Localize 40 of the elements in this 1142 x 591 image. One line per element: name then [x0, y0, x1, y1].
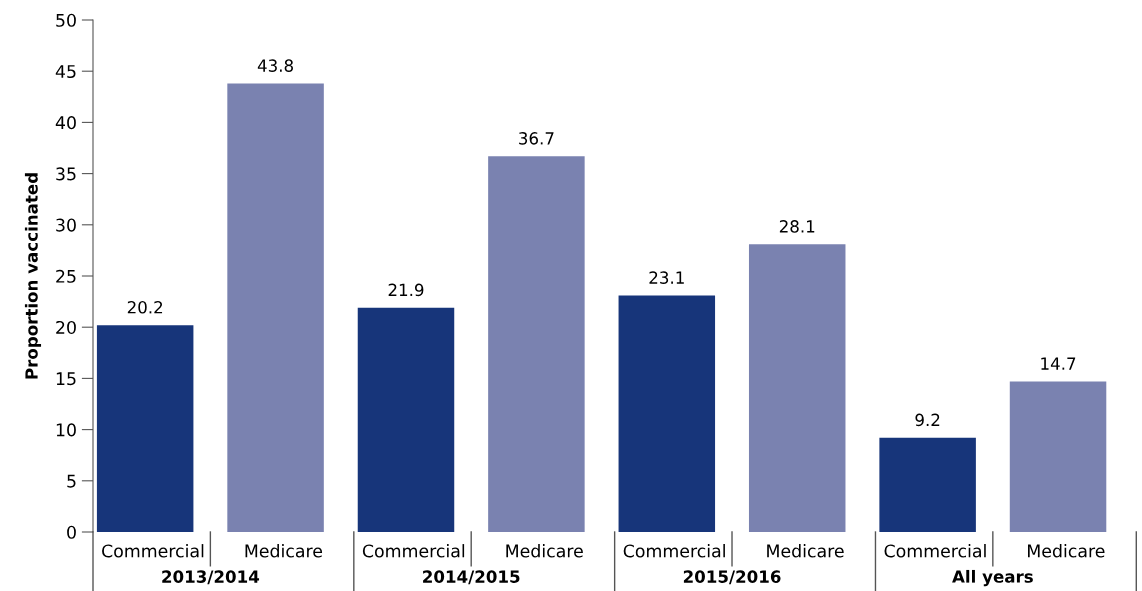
text: Medicare [767, 544, 844, 558]
text: Commercial [623, 544, 725, 558]
bar [488, 156, 585, 532]
y-tick-label: 30 [56, 218, 76, 232]
data-label: 23.1 [649, 271, 684, 284]
x-tick-label: 2014/2015 [423, 570, 520, 585]
y-tick-label: 10 [56, 423, 76, 437]
data-label: 36.7 [519, 132, 554, 145]
bar [879, 437, 976, 532]
series-label: Commercial [102, 544, 204, 558]
y-axis-title: Proportion vaccinated [24, 173, 42, 379]
data-label: 14.7 [1041, 357, 1076, 370]
y-tick-label: 20 [56, 320, 76, 335]
bar [96, 325, 194, 532]
bar [227, 83, 324, 532]
x-tick-label: 2015/2016 [683, 570, 781, 585]
y-tick-label: 15 [56, 372, 76, 386]
text: Commercial [362, 544, 465, 558]
series-label: Medicare [245, 544, 323, 558]
data-label: 43.8 [257, 59, 293, 72]
text: Medicare [506, 544, 583, 558]
data-label: 21.9 [388, 283, 424, 297]
text: Commercial [884, 544, 986, 558]
y-tick-label: 45 [55, 65, 76, 79]
y-tick-label: 25 [56, 269, 76, 283]
text: Medicare [1028, 544, 1105, 558]
x-tick-label: All years [952, 569, 1033, 587]
bar [1009, 381, 1107, 532]
x-tick-label: 2013/2014 [162, 570, 260, 585]
y-tick-label: 35 [56, 167, 76, 181]
bar [748, 244, 846, 532]
bar [618, 295, 716, 532]
data-label: 28.1 [779, 220, 815, 233]
y-tick-label: 40 [55, 116, 76, 130]
data-label: 9.2 [915, 413, 940, 427]
data-label: 20.2 [127, 300, 163, 314]
y-tick-label: 50 [56, 13, 76, 27]
y-tick-label: 5 [67, 474, 76, 488]
y-tick-label: 0 [67, 525, 76, 539]
bar [357, 307, 455, 532]
